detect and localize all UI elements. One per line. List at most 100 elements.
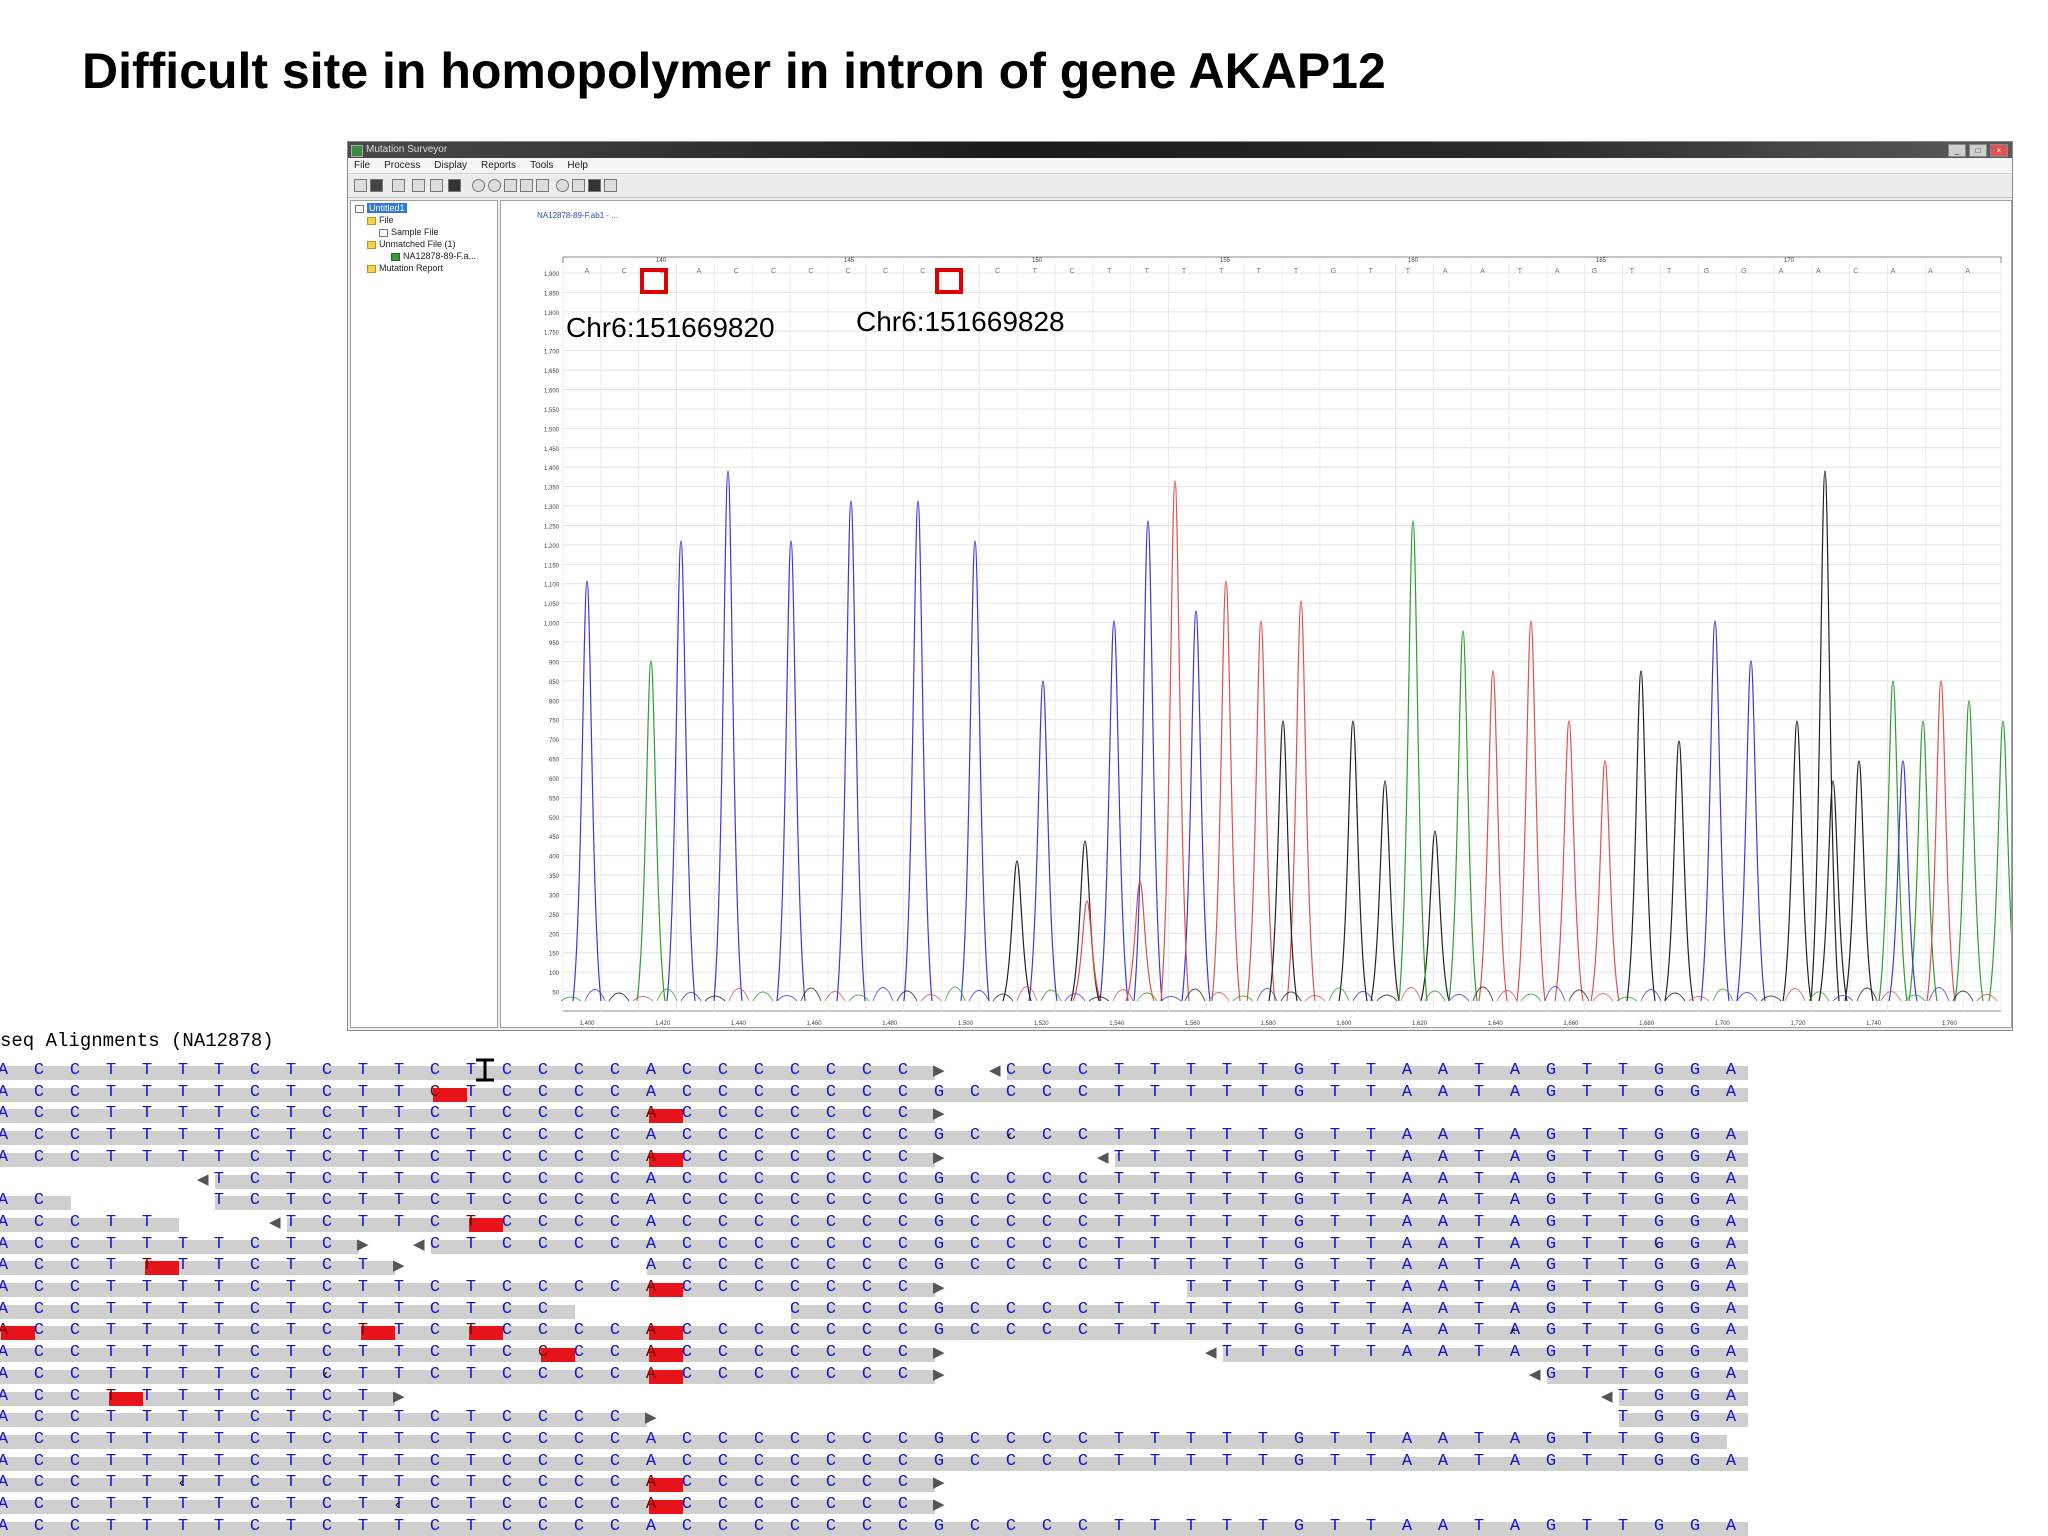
base-call: C <box>789 1256 801 1276</box>
base-call: T <box>285 1429 297 1449</box>
save-icon[interactable] <box>370 179 383 192</box>
mismatch-highlight <box>145 1261 179 1276</box>
read-row[interactable]: A C C T T T T C T C T ▶ A C C C C C C C G C C C C T T T T T G T T A A T A G T T… <box>0 1255 1748 1277</box>
base-call: G <box>1653 1191 1665 1211</box>
menu-display[interactable]: Display <box>434 160 468 171</box>
base-call: T <box>1185 1169 1197 1189</box>
read-row[interactable]: A C C T T T T C T C T T C T C C C C A C C C C C C C ▶ T T T T T G T T A A T A G… <box>0 1147 1748 1169</box>
zoom-out-icon[interactable] <box>488 179 501 192</box>
read-row[interactable]: A C C T T T T C T C T T C T C C C C A C C C C C C C ▶ G T T G G A ◀ ‹ <box>0 1364 1748 1386</box>
tree-item-mutation-report[interactable]: Mutation Report <box>367 263 443 273</box>
basecall-label: A <box>1779 268 1784 275</box>
read-row[interactable]: A C C T T T T C T C T T C T C C C C A C C C C C C C ▶ <box>0 1103 1748 1125</box>
read-row[interactable]: A C C T T T T C T C T T C T C C C C A C C C C C C C ▶ ‹ <box>0 1472 1748 1494</box>
base-call: C <box>861 1191 873 1211</box>
base-call: T <box>285 1169 297 1189</box>
tree-root[interactable]: Untitled1 <box>355 203 407 213</box>
base-call: T <box>393 1191 405 1211</box>
base-call: T <box>1257 1299 1269 1319</box>
base-call: A <box>1725 1321 1737 1341</box>
document-icon[interactable] <box>430 179 443 192</box>
base-call: A <box>645 1082 657 1102</box>
search-icon[interactable] <box>504 179 517 192</box>
tree-item-unmatched[interactable]: Unmatched File (1) <box>367 239 456 249</box>
trace-baseline <box>1208 992 1230 1002</box>
maximize-icon[interactable]: □ <box>1969 144 1987 157</box>
base-call: T <box>1329 1343 1341 1363</box>
base-call: A <box>1725 1343 1737 1363</box>
base-call: C <box>249 1147 261 1167</box>
read-row[interactable]: A C C T T T T C T C T T C T C C C C A C C C C C C C ▶ C C C T T T T T G T T A A… <box>0 1060 1748 1082</box>
read-row[interactable]: A C C T T T T C T C T T C T C C C C A C C C C C C C ▶ ‹ <box>0 1494 1748 1516</box>
copy-icon[interactable] <box>412 179 425 192</box>
menu-tools[interactable]: Tools <box>530 160 554 171</box>
list-icon[interactable] <box>392 179 405 192</box>
refresh-icon[interactable] <box>556 179 569 192</box>
base-call: A <box>1437 1169 1449 1189</box>
base-call: C <box>1077 1256 1089 1276</box>
base-call: C <box>717 1082 729 1102</box>
base-call: T <box>1221 1429 1233 1449</box>
trace-baseline <box>944 986 966 1002</box>
read-row[interactable]: A C C T T T T C T C T T C T C C C C ▶ T G G A <box>0 1407 1748 1429</box>
base-call: T <box>1329 1191 1341 1211</box>
menu-help[interactable]: Help <box>567 160 588 171</box>
chart-icon[interactable] <box>520 179 533 192</box>
trace-baseline <box>1352 991 1374 1002</box>
mismatch-highlight <box>649 1369 683 1384</box>
base-call: G <box>1293 1321 1305 1341</box>
base-call: A <box>1437 1256 1449 1276</box>
print-icon[interactable] <box>448 179 461 192</box>
base-call: A <box>1401 1212 1413 1232</box>
trace-baseline <box>1592 993 1614 1002</box>
tree-item-trace-file[interactable]: NA12878-89-F.a... <box>391 251 476 261</box>
zoom-in-icon[interactable] <box>472 179 485 192</box>
basecall-label: A <box>1965 268 1970 275</box>
base-call: A <box>1401 1234 1413 1254</box>
base-call: C <box>249 1473 261 1493</box>
read-row[interactable]: A C C T T T T C T C T ▶ T G G A ◀ <box>0 1386 1748 1408</box>
minimize-icon[interactable]: _ <box>1948 144 1966 157</box>
read-bar <box>0 1283 935 1297</box>
menu-file[interactable]: File <box>354 160 371 171</box>
print-preview-icon[interactable] <box>604 179 617 192</box>
base-call: C <box>321 1408 333 1428</box>
menu-process[interactable]: Process <box>384 160 421 171</box>
base-call: G <box>1545 1212 1557 1232</box>
read-row[interactable]: A C C T T T T C T C T T C T C C C C A C C C C C C C ▶ T T T G T T A A T A G T T… <box>0 1277 1748 1299</box>
base-call: A <box>645 1212 657 1232</box>
trace-peak-C <box>776 540 806 1002</box>
base-call: C <box>753 1256 765 1276</box>
trace-peak-C <box>1099 620 1129 1002</box>
base-call: C <box>753 1126 765 1146</box>
menu-reports[interactable]: Reports <box>481 160 517 171</box>
base-call: C <box>825 1473 837 1493</box>
read-row[interactable]: A C C T T T T C T C T T C T C C C C A C C C C C C C ▶ T T G T T A A T A G T T G… <box>0 1342 1748 1364</box>
base-call: T <box>105 1234 117 1254</box>
base-call: T <box>1257 1429 1269 1449</box>
tree-item-file[interactable]: File <box>367 215 394 225</box>
forward-icon[interactable] <box>536 179 549 192</box>
text-icon[interactable] <box>572 179 585 192</box>
tree-item-sample-file[interactable]: Sample File <box>379 227 439 237</box>
base-call: A <box>1401 1147 1413 1167</box>
open-icon[interactable] <box>354 179 367 192</box>
alignment-panel[interactable]: A C C T T T T C T C T T C T C C C C A C C C C C C C ▶ C C C T T T T T G T T A A… <box>0 1060 1748 1536</box>
read-row[interactable]: A C C T T T T C T C ▶ C T C C C C A C C C C C C C G C C C C T T T T T G T T A A… <box>0 1234 1748 1256</box>
base-call: T <box>105 1516 117 1536</box>
base-call: G <box>1653 1147 1665 1167</box>
stop-icon[interactable] <box>588 179 601 192</box>
close-icon[interactable]: × <box>1990 144 2008 157</box>
base-call: C <box>1041 1234 1053 1254</box>
base-call: C <box>969 1299 981 1319</box>
